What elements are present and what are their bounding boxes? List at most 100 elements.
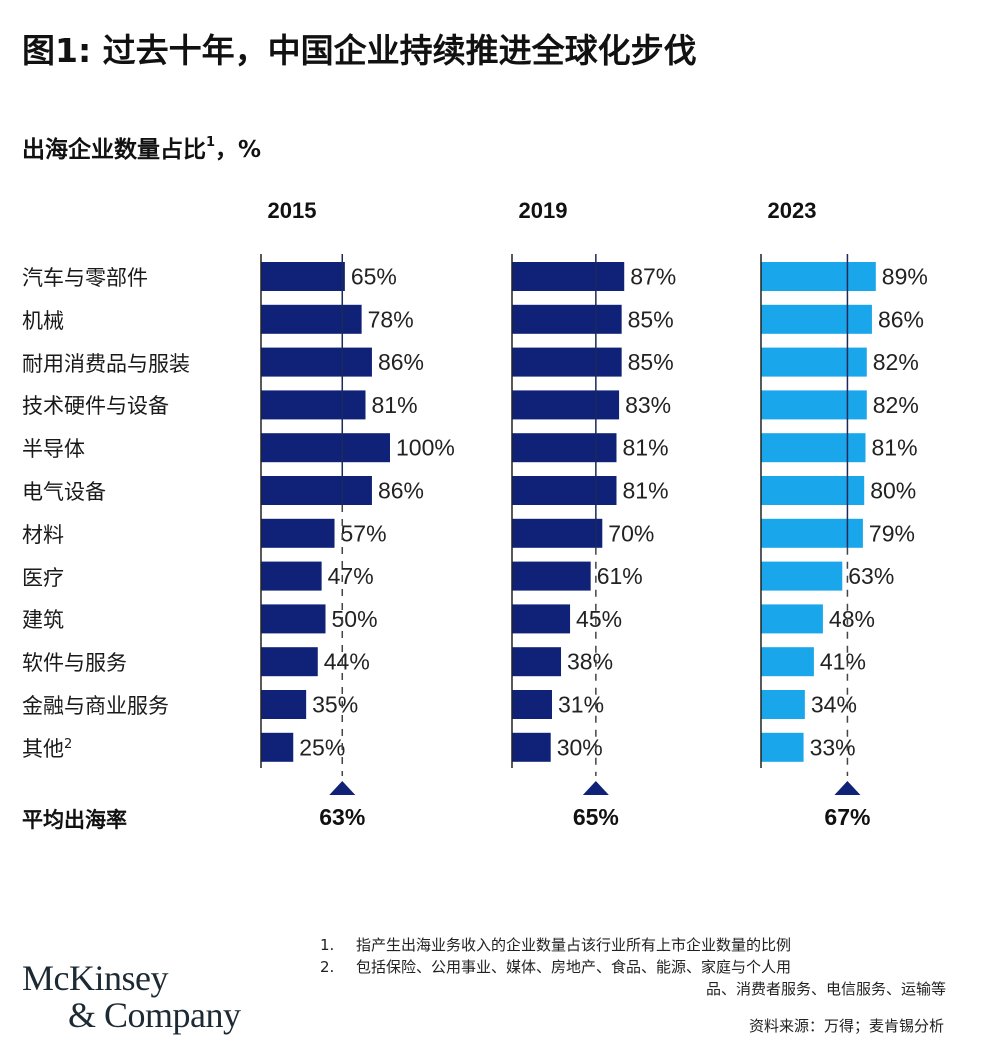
bar-2023 <box>761 262 876 291</box>
bar-value-label: 80% <box>870 478 916 504</box>
chart-title: 图1: 过去十年，中国企业持续推进全球化步伐 <box>22 31 697 70</box>
bar-2023 <box>761 647 814 677</box>
bar-value-label: 61% <box>597 563 643 589</box>
bar-value-label: 63% <box>848 563 894 589</box>
bar-2019 <box>512 690 552 719</box>
category-label: 汽车与零部件 <box>22 262 148 292</box>
bar-value-label: 79% <box>869 520 915 546</box>
bar-value-label: 33% <box>810 734 856 760</box>
bar-value-label: 38% <box>567 649 613 675</box>
category-label: 半导体 <box>22 433 85 463</box>
bar-2015 <box>261 690 307 719</box>
bar-2015 <box>261 347 372 377</box>
bar-2015 <box>261 433 390 463</box>
category-label: 其他2 <box>22 733 72 763</box>
source-note: 资料来源：万得；麦肯锡分析 <box>748 1017 944 1035</box>
year-header-2023: 2023 <box>767 198 817 223</box>
category-label: 技术硬件与设备 <box>22 390 169 420</box>
bar-value-label: 48% <box>829 606 875 632</box>
bar-value-label: 86% <box>878 306 924 332</box>
year-header-2019: 2019 <box>518 198 568 223</box>
bar-2019 <box>512 262 625 291</box>
category-label-text: 耐用消费品与服装 <box>22 351 190 376</box>
chart-subtitle: 出海企业数量占比1，% <box>22 130 261 164</box>
bar-value-label: 65% <box>351 264 397 290</box>
bar-value-label: 47% <box>328 563 374 589</box>
bar-value-label: 81% <box>371 392 417 418</box>
footnote-number: 1. <box>320 936 335 954</box>
bar-2015 <box>261 518 335 548</box>
bar-2015 <box>261 476 372 505</box>
category-label-text: 建筑 <box>22 608 64 633</box>
category-label: 耐用消费品与服装 <box>22 348 190 378</box>
bar-value-label: 86% <box>378 349 424 375</box>
bar-value-label: 81% <box>622 478 668 504</box>
bar-2023 <box>761 732 804 762</box>
bar-2023 <box>761 604 823 634</box>
average-marker-2015 <box>329 781 356 795</box>
average-label: 平均出海率 <box>22 808 127 832</box>
average-marker-2023 <box>834 781 861 795</box>
bar-2019 <box>512 347 622 377</box>
bar-value-label: 89% <box>882 264 928 290</box>
bar-value-label: 25% <box>299 734 345 760</box>
bar-2015 <box>261 732 294 762</box>
bar-2023 <box>761 347 867 377</box>
footnote-text: 指产生出海业务收入的企业数量占该行业所有上市企业数量的比例 <box>356 936 792 954</box>
bar-value-label: 41% <box>820 649 866 675</box>
footnote-1: 1. 指产生出海业务收入的企业数量占该行业所有上市企业数量的比例 <box>320 934 946 956</box>
average-value-2015: 63% <box>319 804 366 830</box>
bar-2015 <box>261 561 322 591</box>
bar-2019 <box>512 647 562 677</box>
footnote-2: 2. 包括保险、公用事业、媒体、房地产、食品、能源、家庭与个人用 <box>320 956 946 978</box>
bar-2023 <box>761 476 865 505</box>
bar-value-label: 83% <box>625 392 671 418</box>
footnote-number: 2. <box>320 958 335 976</box>
mckinsey-logo: McKinsey & Company <box>22 960 241 1034</box>
bar-2023 <box>761 561 843 591</box>
bar-value-label: 31% <box>558 692 604 718</box>
bar-2015 <box>261 262 345 291</box>
logo-line-2: & Company <box>68 995 241 1035</box>
bar-value-label: 70% <box>608 520 654 546</box>
bar-2015 <box>261 604 326 634</box>
category-label: 机械 <box>22 305 64 335</box>
bar-2019 <box>512 433 617 463</box>
bar-value-label: 85% <box>628 349 674 375</box>
bar-value-label: 30% <box>557 734 603 760</box>
category-label: 软件与服务 <box>22 647 127 677</box>
category-label-text: 金融与商业服务 <box>22 694 169 718</box>
category-footnote-mark: 2 <box>64 736 73 752</box>
category-label-text: 技术硬件与设备 <box>22 394 169 419</box>
bar-value-label: 34% <box>811 692 857 718</box>
bar-2015 <box>261 390 366 420</box>
bar-value-label: 81% <box>871 435 917 461</box>
footnotes: 1. 指产生出海业务收入的企业数量占该行业所有上市企业数量的比例 2. 包括保险… <box>320 934 946 1000</box>
bar-value-label: 50% <box>332 606 378 632</box>
bar-2019 <box>512 518 603 548</box>
average-marker-2019 <box>582 781 609 795</box>
bar-2023 <box>761 304 872 334</box>
category-label-text: 电气设备 <box>22 480 106 504</box>
bar-2023 <box>761 390 867 420</box>
bar-2023 <box>761 433 866 463</box>
bar-value-label: 82% <box>873 392 919 418</box>
category-label-text: 半导体 <box>22 437 85 462</box>
category-label-text: 其他 <box>22 736 64 761</box>
bar-2015 <box>261 647 318 677</box>
bar-2019 <box>512 604 571 634</box>
average-value-2019: 65% <box>572 804 619 830</box>
category-label-text: 汽车与零部件 <box>22 266 148 290</box>
category-label: 金融与商业服务 <box>22 690 169 720</box>
subtitle-unit: ，% <box>215 137 262 163</box>
bar-value-label: 57% <box>341 520 387 546</box>
bar-2019 <box>512 476 617 505</box>
bar-value-label: 45% <box>576 606 622 632</box>
bar-value-label: 87% <box>630 264 676 290</box>
logo-line-1: McKinsey <box>22 958 168 998</box>
bar-2019 <box>512 561 591 591</box>
category-label: 电气设备 <box>22 476 106 506</box>
bar-value-label: 44% <box>324 649 370 675</box>
bar-value-label: 78% <box>368 306 414 332</box>
